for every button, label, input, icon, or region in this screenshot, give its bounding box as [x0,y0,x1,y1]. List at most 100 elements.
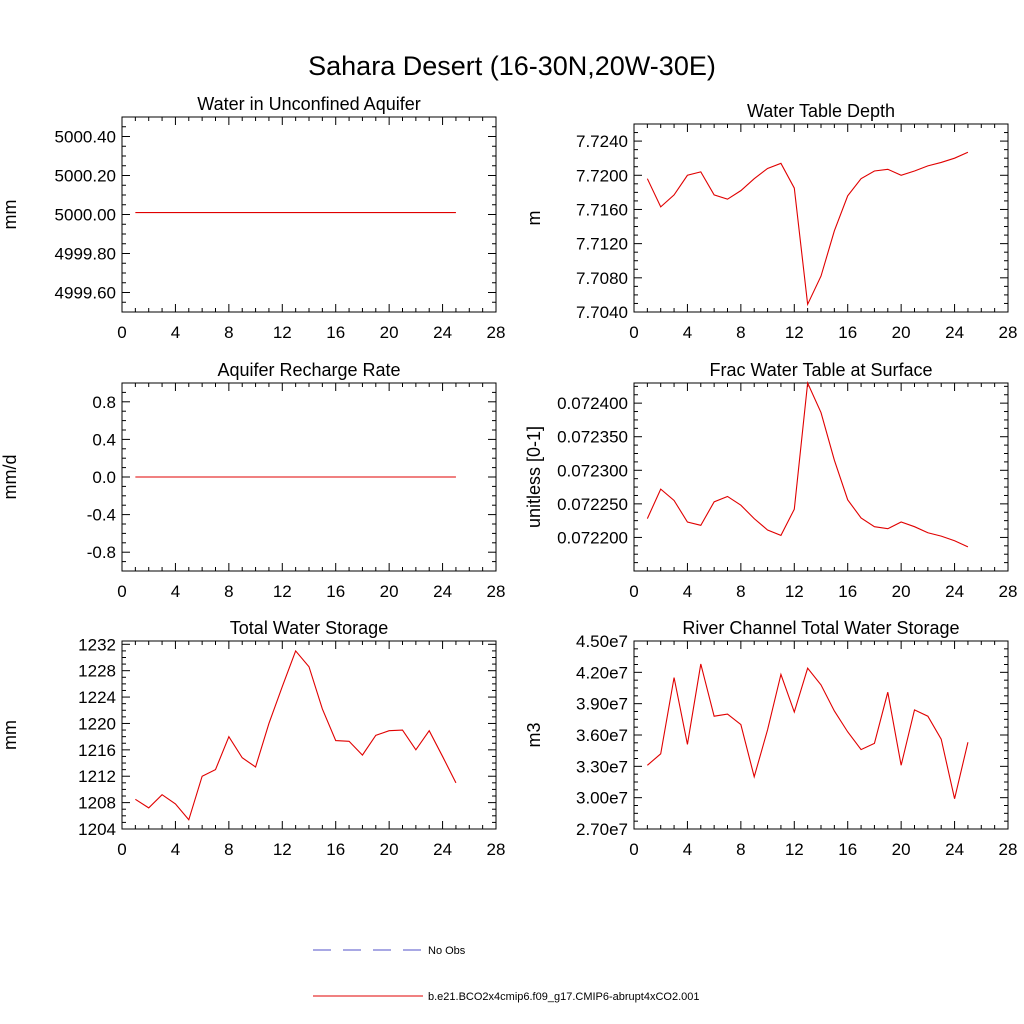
aquifer-water-xtick-label: 20 [380,323,399,342]
water-table-depth-series-line [646,151,969,307]
frac-water-table-title: Frac Water Table at Surface [709,360,932,380]
water-table-depth-ytick-label: 7.7160 [576,200,628,219]
aquifer-water-ytick-label: 4999.80 [55,245,116,264]
total-water-storage-xtick-label: 0 [117,840,126,859]
water-table-depth-title: Water Table Depth [747,101,895,121]
panel-aquifer-water: 0 4 8 12 16 20 24 28 4999.60 4999.80 5000.00 5000.2… [0,94,505,342]
frac-water-table-ytick-label: 0.072250 [557,495,628,514]
frac-water-table-xtick-label: 8 [736,582,745,601]
water-table-depth-ylabel: m [524,211,544,226]
total-water-storage-ytick-label: 1208 [78,794,116,813]
panel-total-water-storage: 0 4 8 12 16 20 24 28120412081212121612201224122… [0,618,505,859]
total-water-storage-ytick-label: 1204 [78,820,116,839]
frac-water-table-frame [633,382,1009,572]
aquifer-water-frame [121,116,497,313]
frac-water-table-xtick-label: 12 [785,582,804,601]
water-table-depth-ytick-label: 7.7200 [576,166,628,185]
frac-water-table-ytick-label: 0.072200 [557,528,628,547]
recharge-rate-xtick-label: 8 [224,582,233,601]
frac-water-table-xtick-label: 24 [945,582,964,601]
recharge-rate-ytick-label: 0.0 [92,468,116,487]
frac-water-table-xtick-label: 4 [683,582,692,601]
river-storage-xtick-label: 16 [838,840,857,859]
recharge-rate-xtick-label: 28 [487,582,506,601]
frac-water-table-ytick-label: 0.072400 [557,394,628,413]
frac-water-table-xtick-label: 28 [999,582,1018,601]
water-table-depth-xtick-label: 28 [999,323,1018,342]
aquifer-water-title: Water in Unconfined Aquifer [197,94,420,114]
aquifer-water-xtick-label: 0 [117,323,126,342]
aquifer-water-ytick-label: 5000.40 [55,128,116,147]
river-storage-xtick-label: 4 [683,840,692,859]
total-water-storage-xtick-label: 8 [224,840,233,859]
panel-recharge-rate: 0 4 8 12 16 20 24 28 -0.8 -0.4 0.0 0.4 0.8 Aquifer Re… [0,360,505,601]
water-table-depth-ytick-label: 7.7080 [576,269,628,288]
river-storage-xtick-label: 8 [736,840,745,859]
aquifer-water-xtick-label: 24 [433,323,452,342]
frac-water-table-series-line [646,380,969,548]
aquifer-water-xtick-label: 28 [487,323,506,342]
panel-water-table-depth: 0 4 8 12 16 20 24 28 7.7040 7.7080 7.7120 7.7160 7.7… [524,101,1017,342]
water-table-depth-xtick-label: 8 [736,323,745,342]
recharge-rate-ylabel: mm/d [0,455,20,500]
total-water-storage-ytick-label: 1232 [78,635,116,654]
river-storage-ylabel: m3 [524,722,544,747]
river-storage-ytick-label: 2.70e7 [576,820,628,839]
total-water-storage-xtick-label: 24 [433,840,452,859]
legend-no-obs-label: No Obs [428,945,466,957]
recharge-rate-xtick-label: 0 [117,582,126,601]
aquifer-water-ylabel: mm [0,200,20,230]
aquifer-water-ytick-label: 4999.60 [55,284,116,303]
frac-water-table-xtick-label: 20 [892,582,911,601]
river-storage-ytick-label: 3.30e7 [576,757,628,776]
river-storage-xtick-label: 20 [892,840,911,859]
river-storage-ytick-label: 4.50e7 [576,632,628,651]
river-storage-ytick-label: 3.00e7 [576,789,628,808]
frac-water-table-ylabel: unitless [0-1] [524,426,544,528]
panel-frac-water-table: 0 4 8 12 16 20 24 28 0.072200 0.072250 0.072300 0.0… [524,360,1017,601]
aquifer-water-ytick-label: 5000.20 [55,167,116,186]
river-storage-title: River Channel Total Water Storage [682,618,959,638]
water-table-depth-xtick-label: 0 [629,323,638,342]
river-storage-xtick-label: 24 [945,840,964,859]
legend-model-label: b.e21.BCO2x4cmip6.f09_g17.CMIP6-abrupt4x… [428,991,700,1003]
frac-water-table-xtick-label: 0 [629,582,638,601]
frac-water-table-ytick-label: 0.072300 [557,461,628,480]
aquifer-water-xtick-label: 12 [273,323,292,342]
total-water-storage-xtick-label: 20 [380,840,399,859]
total-water-storage-xtick-label: 28 [487,840,506,859]
recharge-rate-ytick-label: -0.4 [87,506,116,525]
total-water-storage-ytick-label: 1216 [78,741,116,760]
total-water-storage-ytick-label: 1212 [78,767,116,786]
river-storage-ytick-label: 4.20e7 [576,663,628,682]
recharge-rate-ytick-label: -0.8 [87,543,116,562]
river-storage-xtick-label: 12 [785,840,804,859]
recharge-rate-ytick-label: 0.8 [92,393,116,412]
total-water-storage-xtick-label: 4 [171,840,180,859]
recharge-rate-title: Aquifer Recharge Rate [217,360,400,380]
water-table-depth-ytick-label: 7.7040 [576,303,628,322]
total-water-storage-series-line [135,649,457,821]
recharge-rate-xtick-label: 16 [326,582,345,601]
river-storage-series-line [647,663,969,799]
figure-title: Sahara Desert (16-30N,20W-30E) [308,51,716,81]
total-water-storage-title: Total Water Storage [230,618,388,638]
water-table-depth-xtick-label: 24 [945,323,964,342]
water-table-depth-xtick-label: 20 [892,323,911,342]
total-water-storage-frame [121,640,497,830]
water-table-depth-ytick-label: 7.7240 [576,132,628,151]
total-water-storage-ylabel: mm [0,720,20,750]
aquifer-water-ytick-label: 5000.00 [55,206,116,225]
recharge-rate-xtick-label: 12 [273,582,292,601]
recharge-rate-ytick-label: 0.4 [92,430,116,449]
water-table-depth-xtick-label: 4 [683,323,692,342]
frac-water-table-xtick-label: 16 [838,582,857,601]
recharge-rate-xtick-label: 4 [171,582,180,601]
water-table-depth-ytick-label: 7.7120 [576,235,628,254]
water-table-depth-frame [633,123,1009,313]
recharge-rate-xtick-label: 20 [380,582,399,601]
water-table-depth-xtick-label: 12 [785,323,804,342]
panels: 0 4 8 12 16 20 24 284999.604999.805000.005000.2… [0,94,1017,859]
river-storage-ytick-label: 3.60e7 [576,726,628,745]
